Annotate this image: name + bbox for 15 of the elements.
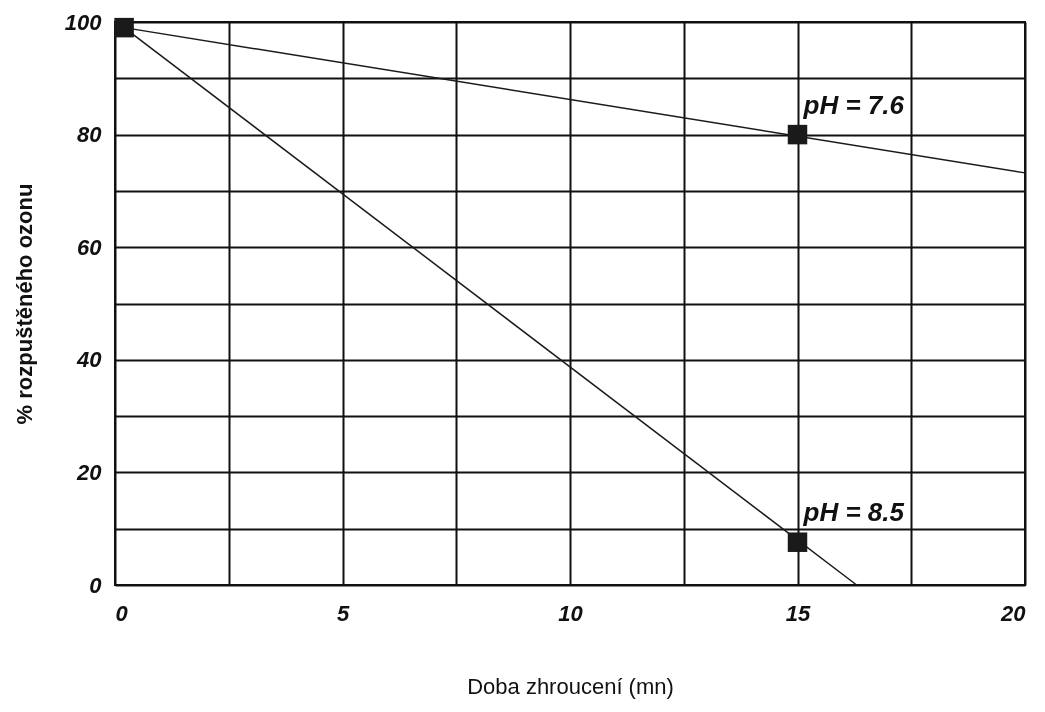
x-tick-label: 10 — [558, 600, 584, 626]
y-tick-label: 100 — [64, 9, 103, 35]
y-tick-label: 0 — [89, 572, 103, 598]
annotation: pH = 7.6 — [802, 89, 905, 120]
x-tick-label: 20 — [1000, 600, 1027, 626]
y-axis-title: % rozpuštěného ozonu — [11, 183, 37, 425]
x-tick-label: 15 — [785, 600, 811, 626]
y-tick-label: 20 — [76, 459, 103, 485]
y-tick-label: 60 — [77, 234, 103, 260]
x-axis-title: Doba zhroucení (mn) — [467, 673, 674, 699]
y-tick-label: 40 — [76, 347, 103, 373]
y-tick-label: 80 — [77, 122, 103, 148]
annotation: pH = 8.5 — [802, 497, 905, 528]
x-tick-label: 5 — [336, 600, 350, 626]
x-tick-label: 0 — [115, 600, 129, 626]
